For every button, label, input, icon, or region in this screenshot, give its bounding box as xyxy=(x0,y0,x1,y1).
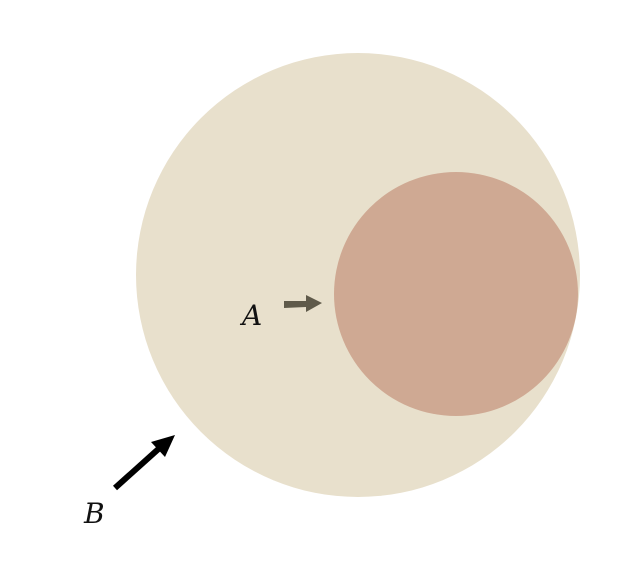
arrow-b xyxy=(112,435,175,491)
arrow-up-right-icon xyxy=(151,435,175,457)
inner-circle-a xyxy=(334,172,578,416)
arrow-right-icon xyxy=(284,295,322,312)
arrow-b-shaft xyxy=(112,441,167,491)
label-a: A xyxy=(239,299,262,332)
label-b: B xyxy=(83,497,105,530)
arrow-a xyxy=(284,295,322,312)
